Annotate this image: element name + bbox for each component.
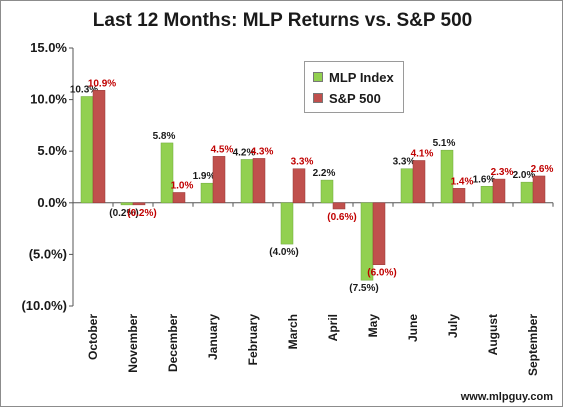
bar-mlp xyxy=(280,202,294,245)
bar-sp500 xyxy=(172,192,186,204)
bar-sp500 xyxy=(372,202,386,265)
bar-sp500 xyxy=(92,90,106,204)
data-label-sp500: 2.3% xyxy=(491,167,514,178)
legend-item-mlp: MLP Index xyxy=(313,68,394,86)
bar-sp500 xyxy=(532,175,546,204)
x-tick-label: June xyxy=(406,314,420,342)
bar-sp500 xyxy=(132,202,146,206)
legend-label-mlp: MLP Index xyxy=(329,69,394,85)
data-label-sp500: 1.4% xyxy=(451,176,474,187)
x-tick-label: March xyxy=(286,314,300,349)
y-tick-label: (10.0%) xyxy=(21,298,67,313)
legend-label-sp500: S&P 500 xyxy=(329,90,381,106)
x-tick-label: October xyxy=(86,314,100,360)
x-tick-label: December xyxy=(166,314,180,372)
chart-title: Last 12 Months: MLP Returns vs. S&P 500 xyxy=(92,10,473,31)
y-tick-label: 10.0% xyxy=(30,92,67,107)
bar-sp500 xyxy=(252,158,266,204)
y-tick-label: (5.0%) xyxy=(29,246,67,261)
data-label-mlp: 5.8% xyxy=(153,131,176,142)
data-label-sp500: 4.1% xyxy=(411,148,434,159)
bar-sp500 xyxy=(412,160,426,204)
data-label-sp500: 1.0% xyxy=(171,180,194,191)
data-label-sp500: 2.6% xyxy=(531,164,554,175)
bar-sp500 xyxy=(212,156,226,204)
bar-sp500 xyxy=(452,188,466,204)
bar-mlp xyxy=(320,179,334,204)
data-label-sp500: 3.3% xyxy=(291,157,314,168)
bar-mlp xyxy=(440,149,454,204)
bar-sp500 xyxy=(492,178,506,204)
data-label-sp500: 4.5% xyxy=(211,144,234,155)
data-label-sp500: (0.2%) xyxy=(127,208,156,219)
bar-sp500 xyxy=(292,168,306,204)
bar-mlp xyxy=(120,202,134,206)
data-label-mlp: 2.0% xyxy=(513,170,536,181)
data-label-sp500: 10.9% xyxy=(88,78,116,89)
legend: MLP Index S&P 500 xyxy=(304,61,404,113)
y-tick-label: 15.0% xyxy=(30,40,67,55)
data-label-mlp: (7.5%) xyxy=(349,283,378,294)
y-tick-label: 5.0% xyxy=(37,143,67,158)
data-label-mlp: 3.3% xyxy=(393,157,416,168)
bar-mlp xyxy=(200,182,214,204)
data-label-mlp: 2.2% xyxy=(313,168,336,179)
x-tick-label: August xyxy=(486,314,500,355)
x-tick-label: May xyxy=(366,314,380,338)
x-tick-label: April xyxy=(326,314,340,341)
y-tick-label: 0.0% xyxy=(37,195,67,210)
data-label-mlp: 1.9% xyxy=(193,171,216,182)
data-label-mlp: 10.3% xyxy=(70,85,98,96)
x-tick-label: September xyxy=(526,314,540,376)
x-tick-label: February xyxy=(246,314,260,366)
legend-swatch-mlp xyxy=(313,72,323,82)
data-label-sp500: 4.3% xyxy=(251,146,274,157)
watermark: www.mlpguy.com xyxy=(460,391,553,403)
data-label-mlp: (0.2%) xyxy=(109,208,138,219)
bar-mlp xyxy=(160,142,174,204)
x-tick-label: November xyxy=(126,314,140,373)
x-tick-label: July xyxy=(446,314,460,338)
legend-item-sp500: S&P 500 xyxy=(313,89,381,107)
legend-swatch-sp500 xyxy=(313,93,323,103)
data-label-mlp: 4.2% xyxy=(233,147,256,158)
data-label-mlp: 5.1% xyxy=(433,138,456,149)
data-label-sp500: (0.6%) xyxy=(327,212,356,223)
bar-sp500 xyxy=(332,202,346,210)
data-label-mlp: 1.6% xyxy=(473,174,496,185)
bar-mlp xyxy=(240,159,254,204)
bar-mlp xyxy=(480,186,494,204)
bar-mlp xyxy=(80,96,94,204)
data-label-sp500: (6.0%) xyxy=(367,268,396,279)
bar-mlp xyxy=(520,181,534,204)
data-label-mlp: (4.0%) xyxy=(269,247,298,258)
bar-mlp xyxy=(400,168,414,204)
x-tick-label: January xyxy=(206,314,220,360)
